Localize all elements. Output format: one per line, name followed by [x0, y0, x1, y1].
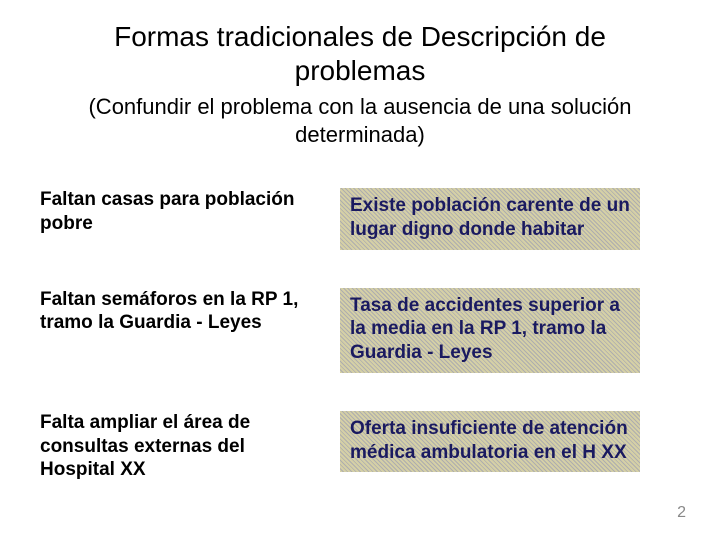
slide: Formas tradicionales de Descripción de p… [0, 0, 720, 540]
row-1: Faltan casas para población pobre Existe… [40, 188, 680, 250]
page-number: 2 [677, 504, 686, 522]
row-2-right: Tasa de accidentes superior a la media e… [340, 288, 640, 373]
row-3-right-text: Oferta insuficiente de atención médica a… [350, 418, 628, 463]
slide-title: Formas tradicionales de Descripción de p… [40, 20, 680, 87]
slide-subtitle: (Confundir el problema con la ausencia d… [40, 93, 680, 148]
row-1-right: Existe población carente de un lugar dig… [340, 188, 640, 250]
row-2-left: Faltan semáforos en la RP 1, tramo la Gu… [40, 288, 340, 336]
row-2-right-box: Tasa de accidentes superior a la media e… [340, 288, 640, 373]
content-rows: Faltan casas para población pobre Existe… [40, 188, 680, 482]
row-1-left: Faltan casas para población pobre [40, 188, 340, 236]
row-3-right: Oferta insuficiente de atención médica a… [340, 411, 640, 473]
row-3: Falta ampliar el área de consultas exter… [40, 411, 680, 482]
row-1-right-text: Existe población carente de un lugar dig… [350, 195, 630, 240]
row-3-right-box: Oferta insuficiente de atención médica a… [340, 411, 640, 473]
row-1-right-box: Existe población carente de un lugar dig… [340, 188, 640, 250]
row-2: Faltan semáforos en la RP 1, tramo la Gu… [40, 288, 680, 373]
row-2-right-text: Tasa de accidentes superior a la media e… [350, 295, 620, 364]
row-3-left: Falta ampliar el área de consultas exter… [40, 411, 340, 482]
